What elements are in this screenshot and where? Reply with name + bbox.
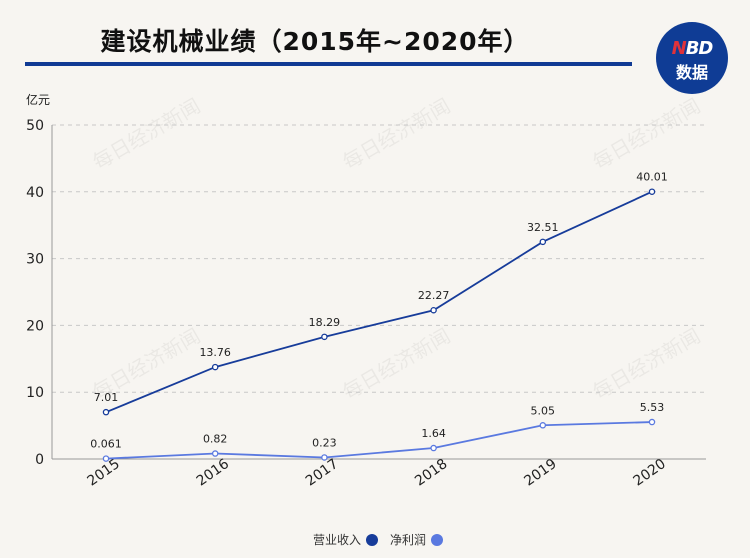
x-tick-label-2020: 2020: [631, 456, 669, 490]
logo-text-bottom: 数据: [675, 63, 708, 82]
y-tick-label-30: 30: [26, 252, 44, 268]
data-label-0-0: 7.01: [94, 391, 119, 404]
logo-text-top: NBD: [671, 38, 714, 59]
watermark-0: 每日经济新闻: [89, 94, 205, 175]
data-label-0-4: 32.51: [527, 221, 559, 234]
series-line-1: [105, 421, 653, 460]
data-point-0-4[interactable]: [539, 238, 547, 246]
data-point-0-5[interactable]: [648, 188, 656, 195]
data-label-0-5: 40.01: [636, 171, 668, 184]
watermark-2: 每日经济新闻: [589, 94, 705, 175]
y-tick-label-10: 10: [26, 385, 44, 401]
data-point-0-1[interactable]: [211, 363, 219, 371]
data-label-0-2: 18.29: [309, 316, 341, 329]
legend-swatch-net-profit: [431, 533, 444, 546]
legend-item-revenue[interactable]: 营业收入: [313, 531, 379, 548]
y-tick-label-0: 0: [35, 452, 44, 468]
data-point-0-0[interactable]: [102, 408, 110, 416]
data-point-1-5[interactable]: [648, 418, 656, 426]
chart-title: 建设机械业绩（2015年~2020年）: [100, 27, 530, 56]
data-point-1-0[interactable]: [102, 455, 110, 462]
data-label-0-1: 13.76: [199, 346, 231, 359]
y-tick-label-40: 40: [26, 185, 44, 201]
data-label-1-2: 0.23: [312, 436, 337, 449]
x-tick-label-2016: 2016: [194, 456, 232, 490]
data-point-1-4[interactable]: [539, 422, 547, 429]
title-divider: [25, 62, 632, 66]
data-label-1-3: 1.64: [421, 427, 446, 440]
nbd-logo: NBD 数据: [656, 22, 728, 94]
watermark-1: 每日经济新闻: [339, 94, 455, 175]
series-line-0: [105, 190, 653, 414]
legend-label-net-profit: 净利润: [390, 533, 427, 547]
legend-swatch-revenue: [366, 533, 379, 546]
data-point-1-2[interactable]: [321, 454, 328, 461]
y-tick-label-50: 50: [26, 118, 44, 134]
legend-item-net-profit[interactable]: 净利润: [390, 531, 444, 548]
data-label-0-3: 22.27: [418, 289, 450, 302]
data-label-1-5: 5.53: [640, 401, 665, 414]
data-point-0-3[interactable]: [430, 306, 437, 314]
data-label-1-4: 5.05: [531, 404, 556, 417]
data-label-1-1: 0.82: [203, 433, 228, 446]
y-axis-unit-label: 亿元: [26, 92, 50, 107]
y-tick-label-20: 20: [26, 318, 44, 334]
data-point-1-1[interactable]: [211, 450, 219, 457]
data-point-0-2[interactable]: [321, 333, 328, 341]
legend: 营业收入 净利润: [313, 531, 455, 548]
data-point-1-3[interactable]: [430, 444, 437, 452]
x-tick-label-2015: 2015: [85, 456, 123, 490]
legend-label-revenue: 营业收入: [313, 533, 362, 547]
x-tick-label-2019: 2019: [521, 456, 559, 490]
x-tick-label-2018: 2018: [412, 456, 450, 490]
x-tick-label-2017: 2017: [303, 456, 341, 490]
data-label-1-0: 0.061: [90, 438, 122, 451]
